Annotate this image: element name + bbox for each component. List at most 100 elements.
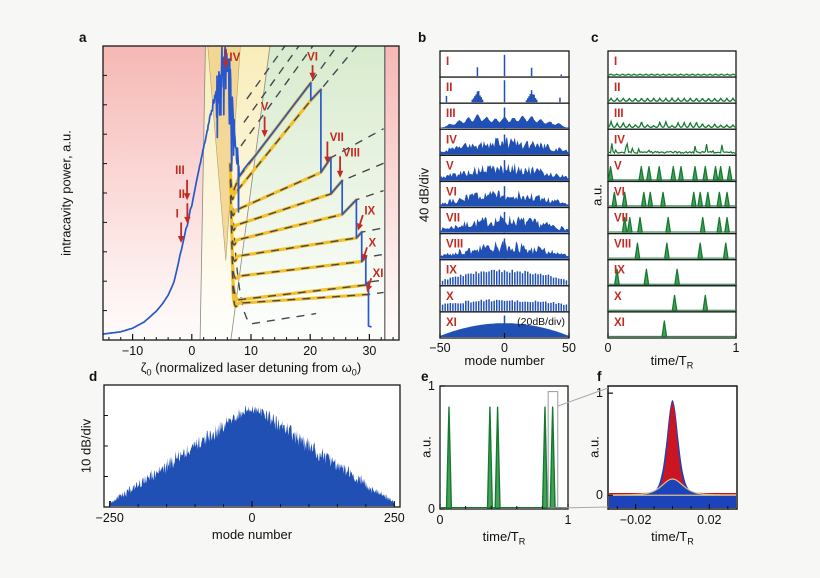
spectrum-row-III: III (439, 102, 570, 130)
tick-label: 1 (596, 386, 603, 400)
soliton-pulse (614, 268, 620, 285)
tick-label: 20 (303, 344, 317, 358)
row-label: I (614, 56, 617, 68)
panel-d-ylabel: 10 dB/div (78, 418, 94, 474)
panel-d-letter: d (89, 369, 98, 384)
state-label: XI (373, 268, 384, 280)
waveform-row-III: III (607, 102, 737, 130)
soliton-spectrum-area (109, 405, 395, 506)
soliton-pulse (621, 216, 628, 233)
dashed-branch (229, 46, 338, 193)
row-label: XI (614, 317, 625, 329)
waveform-row-IX: IX (607, 259, 737, 287)
plot-frame (607, 285, 737, 313)
tick-label: 250 (384, 511, 405, 525)
soliton-pulse (611, 191, 618, 207)
tick-label: 1 (733, 341, 740, 355)
row-label: III (614, 108, 624, 120)
zeta-symbol: ζ (140, 360, 147, 375)
state-label: II (179, 189, 185, 201)
dashed-branch-upper (243, 46, 300, 123)
time-subscript: R (687, 536, 694, 547)
panel-e-plot: 0 1 0 1 (428, 379, 571, 527)
dashed-branch-upper (246, 46, 286, 100)
plot-frame (607, 311, 737, 339)
row-label: VII (614, 213, 628, 225)
row-label: IV (614, 134, 625, 146)
soliton-pulse (704, 191, 711, 207)
soliton-pulse (647, 191, 654, 207)
spectrum-row-V: V (439, 154, 570, 183)
region-boundary (199, 46, 206, 340)
dashed-branch (229, 128, 384, 217)
tick-label: 0 (437, 513, 444, 527)
dashed-branch (231, 270, 384, 301)
state-label: VI (307, 51, 318, 63)
soliton-pulse (712, 166, 719, 181)
tick-label: 0 (188, 344, 195, 358)
panel-a-letter: a (79, 30, 87, 45)
panel-b-ylabel: 40 dB/div (416, 167, 432, 223)
spectrum-row-I: I (439, 50, 570, 78)
panel-f-ylabel: a.u. (586, 436, 602, 458)
waveform-trace (607, 96, 736, 102)
waveform-trace (607, 73, 736, 76)
soliton-pulse (664, 242, 670, 259)
row-label: III (446, 108, 456, 120)
tick-label: 0 (501, 341, 508, 355)
row-label: II (446, 82, 452, 94)
soliton-pulse (699, 216, 706, 233)
spectrum-row-VI: VI (439, 180, 570, 209)
soliton-pulse (638, 166, 645, 181)
state-label: III (175, 165, 185, 177)
panel-a-inner (103, 46, 399, 340)
plot-frame (607, 232, 737, 261)
soliton-pulse (716, 191, 723, 207)
panel-b-letter: b (418, 30, 427, 45)
state-arrowhead (184, 216, 191, 224)
state-arrowhead (177, 236, 185, 243)
tick-label: 0 (428, 502, 435, 516)
row-label: VI (614, 186, 625, 198)
soliton-pulse (661, 320, 668, 338)
state-arrowhead (336, 170, 344, 178)
pump-scan-trace (103, 46, 372, 335)
tick-label: 50 (562, 341, 576, 355)
zoom-connector-top (557, 387, 609, 407)
state-label: IV (229, 52, 240, 64)
spectrum-row-VIII: VIII (439, 232, 570, 261)
row-label: X (446, 291, 454, 303)
time-label: time/T (482, 529, 519, 544)
soliton-pulse (697, 242, 704, 259)
spectrum-row-XI: (20dB/div) XI (439, 311, 570, 339)
row-label: VIII (614, 239, 631, 251)
spectrum-row-VII: VII (439, 206, 570, 235)
soliton-pulse (665, 216, 672, 233)
dashed-branch-upper (240, 46, 314, 147)
dashed-branch (229, 46, 358, 200)
tick-label: −10 (122, 344, 143, 358)
region-green-soliton (230, 46, 385, 340)
soliton-pulse (690, 191, 697, 207)
plot-frame (607, 50, 737, 78)
panel-c-ylabel: a.u. (589, 184, 605, 206)
spectrum-row-IX: IX (439, 259, 570, 287)
waveform-row-II: II (607, 76, 737, 104)
soliton-pulse (607, 166, 614, 181)
soliton-pulse (634, 242, 641, 259)
panel-c-letter: c (591, 30, 599, 45)
soliton-pulse (486, 406, 494, 509)
soliton-pulse (702, 166, 709, 181)
dashed-branch (232, 285, 384, 308)
soliton-pulse (640, 191, 647, 207)
tick-label: 0.02 (697, 513, 721, 527)
tick-label: 10 (244, 344, 258, 358)
state-label: VIII (343, 147, 360, 159)
soliton-pulse (722, 242, 729, 259)
waveform-row-V: V (607, 154, 737, 183)
tick-label: 0 (249, 511, 256, 525)
soliton-pulse (692, 166, 698, 181)
panel-d-plot: −250 0 250 (96, 384, 405, 525)
row-label: VIII (446, 239, 463, 251)
